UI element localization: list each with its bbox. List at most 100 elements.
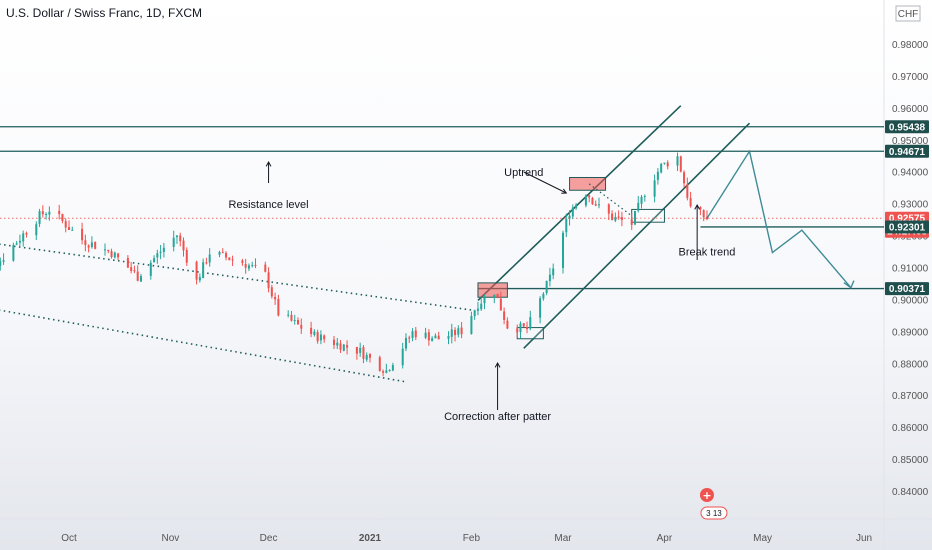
candle-up	[208, 254, 211, 263]
candle-down	[110, 251, 113, 257]
x-tick-label: Apr	[657, 533, 673, 544]
candle-up	[450, 329, 453, 337]
candle-up	[2, 260, 5, 262]
candle-up	[548, 274, 551, 282]
candle-down	[323, 335, 326, 340]
candle-up	[575, 204, 578, 209]
candle-down	[689, 198, 692, 207]
candle-up	[411, 331, 414, 338]
candle-up	[251, 265, 254, 267]
candle-up	[676, 156, 679, 166]
candle-up	[35, 224, 38, 236]
resistance-arrow-head	[265, 160, 272, 167]
candle-down	[437, 335, 440, 340]
price-label-text: 0.92301	[889, 222, 926, 233]
candle-up	[113, 252, 116, 258]
candle-down	[630, 219, 633, 225]
candle-down	[310, 327, 313, 335]
candle-up	[153, 258, 156, 262]
candle-up	[529, 317, 532, 329]
candle-up	[493, 294, 496, 298]
candle-up	[172, 237, 175, 247]
candle-up	[202, 262, 205, 279]
y-tick-label: 0.89000	[892, 327, 929, 338]
candle-up	[542, 293, 545, 299]
candle-down	[182, 240, 185, 251]
price-label-text: 0.94671	[889, 147, 926, 158]
pattern-box-feb	[477, 282, 508, 298]
y-tick-label: 0.95000	[892, 136, 929, 147]
candle-down	[382, 371, 385, 373]
price-label-tag	[885, 220, 929, 234]
x-tick-label: Feb	[463, 533, 481, 544]
candle-up	[434, 335, 437, 339]
candle-up	[457, 328, 460, 335]
candle-down	[228, 257, 231, 261]
candle-down	[516, 328, 519, 333]
candle-down	[290, 314, 293, 321]
candle-down	[185, 249, 188, 263]
pattern-box-mar	[569, 176, 607, 191]
candle-down	[339, 343, 342, 350]
y-tick-label: 0.87000	[892, 391, 929, 402]
candle-up	[293, 320, 296, 322]
candle-down	[686, 184, 689, 198]
candle-down	[58, 210, 61, 215]
candle-up	[388, 370, 391, 372]
candle-up	[162, 247, 165, 252]
candle-down	[378, 357, 381, 371]
event-icon	[699, 488, 714, 502]
candle-down	[41, 211, 44, 215]
candle-down	[274, 296, 277, 300]
candle-down	[496, 293, 499, 299]
candle-up	[103, 249, 107, 251]
price-label-tag	[885, 120, 929, 134]
y-tick-label: 0.94000	[892, 168, 929, 179]
candle-down	[588, 195, 591, 198]
candle-up	[447, 336, 450, 339]
projection-arrowhead	[843, 280, 855, 289]
annotation-label: Break trend	[679, 247, 736, 259]
candle-up	[545, 280, 548, 294]
candle-up	[0, 261, 2, 266]
candle-up	[139, 276, 142, 282]
candle-up	[218, 252, 221, 255]
candle-down	[522, 323, 525, 327]
candle-down	[107, 249, 110, 252]
candle-down	[25, 233, 28, 235]
candle-down	[591, 198, 594, 205]
candle-up	[38, 211, 41, 224]
uptrend-arrow-head	[561, 188, 568, 194]
candle-down	[460, 327, 463, 335]
candle-up	[519, 323, 522, 333]
candle-down	[355, 346, 358, 354]
y-tick-label: 0.86000	[892, 423, 929, 434]
candle-down	[264, 264, 267, 272]
currency-box	[895, 5, 921, 22]
candle-up	[156, 253, 159, 258]
downtrend-line-lower	[0, 309, 407, 383]
candle-up	[359, 347, 362, 353]
candle-down	[67, 227, 71, 231]
candle-down	[117, 253, 120, 258]
candle-up	[483, 297, 486, 304]
y-tick-label: 0.97000	[892, 72, 929, 83]
candle-down	[61, 213, 64, 222]
candle-down	[136, 271, 139, 281]
candle-up	[71, 229, 74, 231]
price-label-text: 0.90371	[889, 284, 926, 295]
y-tick-label: 0.84000	[892, 487, 929, 498]
candle-down	[408, 337, 411, 339]
candle-up	[568, 215, 571, 219]
candle-down	[414, 330, 417, 338]
x-tick-label: Oct	[61, 533, 77, 544]
y-tick-label: 0.90000	[892, 295, 929, 306]
candle-down	[666, 162, 669, 167]
candle-down	[332, 339, 336, 346]
y-tick-label: 0.98000	[892, 40, 929, 51]
candle-down	[94, 241, 97, 249]
event-plus-icon: +	[702, 489, 711, 502]
correction-arrow-head	[494, 361, 501, 368]
